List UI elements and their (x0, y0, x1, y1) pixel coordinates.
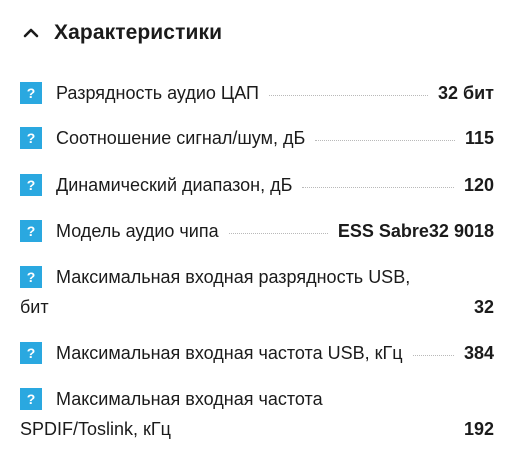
help-icon[interactable]: ? (20, 82, 42, 104)
chevron-up-icon (22, 24, 40, 42)
section-title: Характеристики (54, 21, 223, 44)
spec-label-line2: бит (20, 297, 49, 317)
spec-label-line1: Максимальная входная разрядность USB, (56, 267, 411, 287)
spec-row-snr: ? Соотношение сигнал/шум, дБ 115 (20, 123, 494, 153)
spec-value: 192 (463, 419, 494, 439)
spec-label: Соотношение сигнал/шум, дБ (56, 128, 306, 148)
spec-row-dynamic-range: ? Динамический диапазон, дБ 120 (20, 170, 494, 200)
help-icon[interactable]: ? (20, 220, 42, 242)
help-icon[interactable]: ? (20, 174, 42, 196)
spec-row-usb-bit-depth: ? Максимальная входная разрядность USB, … (20, 262, 494, 322)
dotted-leader (412, 354, 454, 356)
help-icon[interactable]: ? (20, 388, 42, 410)
help-icon[interactable]: ? (20, 127, 42, 149)
spec-row-usb-sample-rate: ? Максимальная входная частота USB, кГц … (20, 338, 494, 368)
spec-row-spdif-sample-rate: ? Максимальная входная частота SPDIF/Tos… (20, 384, 494, 444)
dotted-leader (268, 94, 428, 96)
spec-value: 32 (473, 297, 494, 317)
help-icon[interactable]: ? (20, 342, 42, 364)
spec-label-line2: SPDIF/Toslink, кГц (20, 419, 171, 439)
spec-label: Динамический диапазон, дБ (56, 175, 293, 195)
spec-row-dac-bit-depth: ? Разрядность аудио ЦАП 32 бит (20, 78, 494, 108)
section-header-toggle[interactable]: Характеристики (22, 18, 222, 48)
spec-label: Максимальная входная частота USB, кГц (56, 343, 403, 363)
spec-row-audio-chip: ? Модель аудио чипа ESS Sabre32 9018 (20, 216, 494, 246)
dotted-leader (302, 186, 454, 188)
spec-value: 120 (463, 175, 494, 195)
spec-value: 115 (464, 128, 494, 148)
help-icon[interactable]: ? (20, 266, 42, 288)
dotted-leader (228, 232, 328, 234)
spec-value: ESS Sabre32 9018 (337, 221, 494, 241)
spec-value: 32 бит (437, 83, 494, 103)
spec-label: Модель аудио чипа (56, 221, 219, 241)
spec-label-line1: Максимальная входная частота (56, 389, 323, 409)
dotted-leader (315, 139, 455, 141)
spec-label: Разрядность аудио ЦАП (56, 83, 259, 103)
spec-value: 384 (463, 343, 494, 363)
